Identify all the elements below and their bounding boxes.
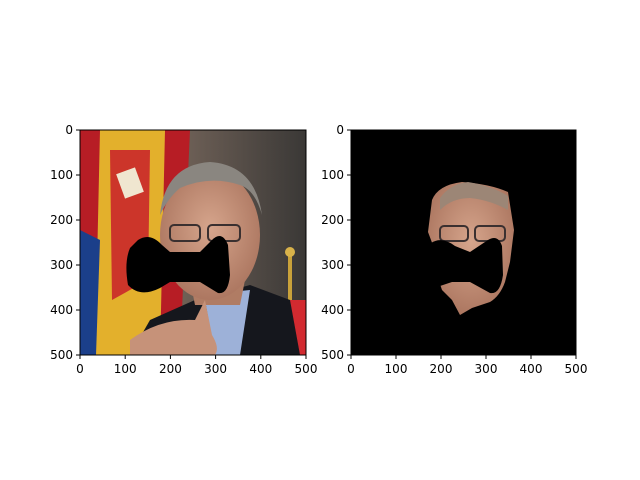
left-x-tick-label: 400 <box>249 362 272 376</box>
right-x-tick-label: 200 <box>430 362 453 376</box>
left-x-tick-label: 500 <box>295 362 318 376</box>
right-y-tick-label: 300 <box>321 258 344 272</box>
left-x-tick-label: 100 <box>114 362 137 376</box>
face-segment <box>428 182 514 315</box>
right-y-tick-label: 400 <box>321 303 344 317</box>
left-y-tick-label: 100 <box>50 168 73 182</box>
mask-region <box>126 236 230 294</box>
right-x-tick-label: 100 <box>385 362 408 376</box>
right-y-tick-label: 100 <box>321 168 344 182</box>
right-x-tick-label: 500 <box>565 362 588 376</box>
left-axes-frame <box>79 129 307 356</box>
left-x-tick-label: 300 <box>204 362 227 376</box>
right-y-tick-label: 500 <box>321 348 344 362</box>
right-y-tick-label: 200 <box>321 213 344 227</box>
right-y-tick-label: 0 <box>336 123 344 137</box>
right-x-tick-label: 0 <box>347 362 355 376</box>
right-panel-image <box>351 130 576 355</box>
left-x-tick-label: 200 <box>159 362 182 376</box>
left-y-tick-label: 500 <box>50 348 73 362</box>
right-x-tick-label: 300 <box>475 362 498 376</box>
left-panel-image <box>80 130 306 355</box>
left-y-tick-label: 400 <box>50 303 73 317</box>
right-axes-frame <box>350 129 577 356</box>
left-x-tick-label: 0 <box>76 362 84 376</box>
left-y-tick-label: 200 <box>50 213 73 227</box>
left-y-tick-label: 300 <box>50 258 73 272</box>
right-x-tick-label: 400 <box>520 362 543 376</box>
left-y-tick-label: 0 <box>65 123 73 137</box>
